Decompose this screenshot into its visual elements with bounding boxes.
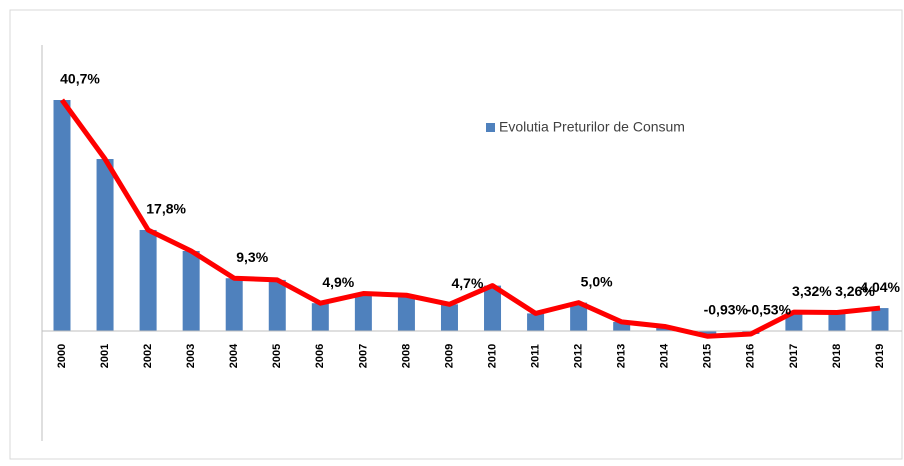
x-tick-label: 2007 [357,344,369,368]
bar [440,304,458,331]
bar [527,313,545,331]
data-label: 3,26% [835,283,875,299]
bar [484,285,502,331]
x-tick-label: 2015 [702,344,714,368]
data-label: -0,93% [704,302,749,318]
x-tick-label: 2017 [788,344,800,368]
legend-swatch [486,123,495,132]
data-label: 4,9% [322,274,354,290]
data-label: 4,7% [452,275,484,291]
x-tick-label: 2005 [271,344,283,368]
x-tick-label: 2018 [831,344,843,368]
bar [268,279,286,331]
bar [354,293,372,331]
bar [225,278,243,331]
bar [397,295,415,331]
x-tick-label: 2013 [616,344,628,368]
bar [139,229,157,331]
x-tick-label: 2016 [745,344,757,368]
x-tick-label: 2006 [314,344,326,368]
x-tick-label: 2008 [400,344,412,368]
bar [570,302,588,331]
x-tick-label: 2003 [185,344,197,368]
bar [828,312,846,331]
data-label: 17,8% [146,201,186,217]
x-tick-label: 2009 [443,344,455,368]
data-label: 3,32% [792,283,832,299]
data-label: -0,53% [747,302,792,318]
data-label: 40,7% [60,71,100,87]
x-tick-label: 2011 [529,344,541,368]
bar [311,303,329,331]
x-tick-label: 2012 [573,344,585,368]
x-tick-label: 2010 [486,344,498,368]
bar [182,250,200,331]
bar [96,159,114,331]
data-label: 4,04% [860,279,900,295]
legend-label: Evolutia Preturilor de Consum [499,119,685,135]
trend-line [59,98,881,339]
data-label: 9,3% [236,249,268,265]
bar [613,321,631,331]
x-tick-label: 2002 [142,344,154,368]
x-tick-label: 2001 [99,344,111,368]
data-label: 5,0% [581,273,613,289]
x-tick-label: 2014 [659,343,671,368]
bar [53,100,71,331]
bar [699,331,717,337]
bar [871,308,889,331]
x-tick-label: 2000 [56,344,68,368]
x-tick-label: 2004 [228,343,240,368]
x-tick-label: 2019 [874,344,886,368]
